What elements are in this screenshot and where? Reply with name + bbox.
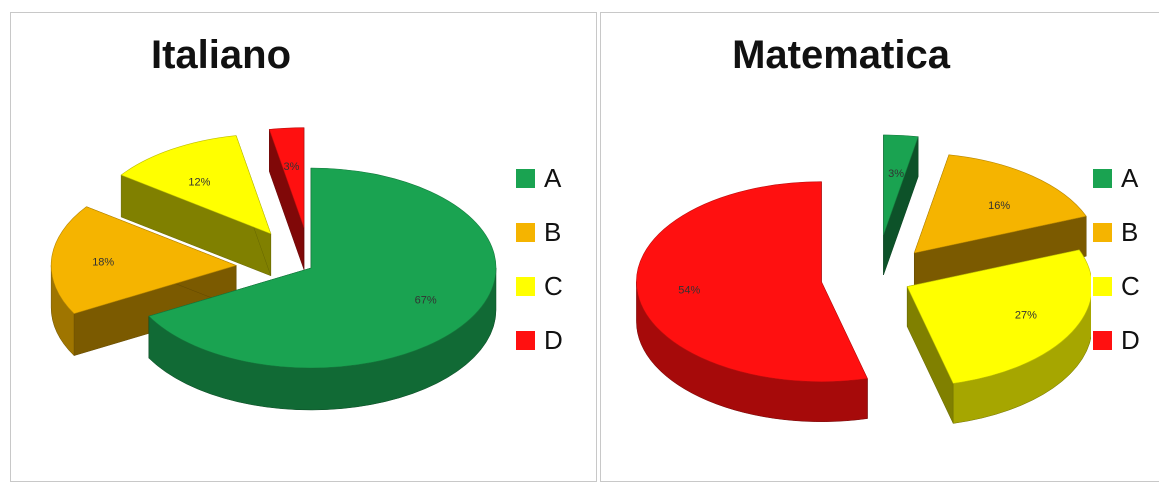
- chart-italiano: Italiano 67% 18% 12% 3% A B C D: [10, 12, 597, 482]
- legend: A B C D: [516, 151, 563, 367]
- pie-slice-c: [120, 135, 272, 277]
- legend-label: D: [1121, 324, 1140, 355]
- legend-swatch: [1093, 168, 1112, 188]
- slice-label-a: 67%: [415, 295, 437, 307]
- legend-item-d: D: [1093, 313, 1140, 367]
- chart-title: Matematica: [732, 33, 950, 77]
- pie-slice-b: [913, 154, 1087, 294]
- slice-label-b: 16%: [988, 200, 1010, 212]
- legend-label: A: [1121, 162, 1139, 193]
- legend-label: B: [544, 216, 562, 247]
- legend-swatch: [1093, 330, 1112, 350]
- slice-label-b: 18%: [92, 257, 114, 269]
- legend-item-c: C: [1093, 259, 1140, 313]
- slice-label-d: 3%: [283, 161, 299, 173]
- legend-swatch: [516, 168, 535, 188]
- legend-item-d: D: [516, 313, 563, 367]
- legend-swatch: [516, 222, 535, 242]
- legend-swatch: [516, 276, 535, 296]
- pie-slice-a: [148, 167, 497, 411]
- pie-slice-d: [268, 127, 305, 270]
- chart-matematica: Matematica 3% 16% 27% 54% A B C D: [600, 12, 1159, 482]
- legend-swatch: [1093, 222, 1112, 242]
- legend-item-b: B: [516, 205, 563, 259]
- pie-slice-d: [636, 181, 868, 422]
- legend-label: A: [544, 162, 562, 193]
- legend-label: C: [1121, 270, 1140, 301]
- slice-label-d: 54%: [678, 284, 700, 296]
- slice-label-c: 12%: [188, 176, 210, 188]
- legend-label: C: [544, 270, 563, 301]
- legend-label: D: [544, 324, 563, 355]
- legend-label: B: [1121, 216, 1139, 247]
- legend: A B C D: [1093, 151, 1140, 367]
- legend-item-c: C: [516, 259, 563, 313]
- slice-label-c: 27%: [1015, 310, 1037, 322]
- pie-chart: 3% 16% 27% 54%: [636, 134, 1091, 424]
- pie-slice-a: [883, 134, 919, 276]
- pie-slice-c: [906, 249, 1091, 424]
- legend-swatch: [1093, 276, 1112, 296]
- pie-chart: 67% 18% 12% 3%: [50, 127, 497, 411]
- pie-slice-b: [50, 206, 238, 357]
- legend-item-a: A: [516, 151, 563, 205]
- legend-swatch: [516, 330, 535, 350]
- slice-label-a: 3%: [888, 168, 904, 180]
- chart-title: Italiano: [150, 33, 292, 77]
- legend-item-a: A: [1093, 151, 1140, 205]
- legend-item-b: B: [1093, 205, 1140, 259]
